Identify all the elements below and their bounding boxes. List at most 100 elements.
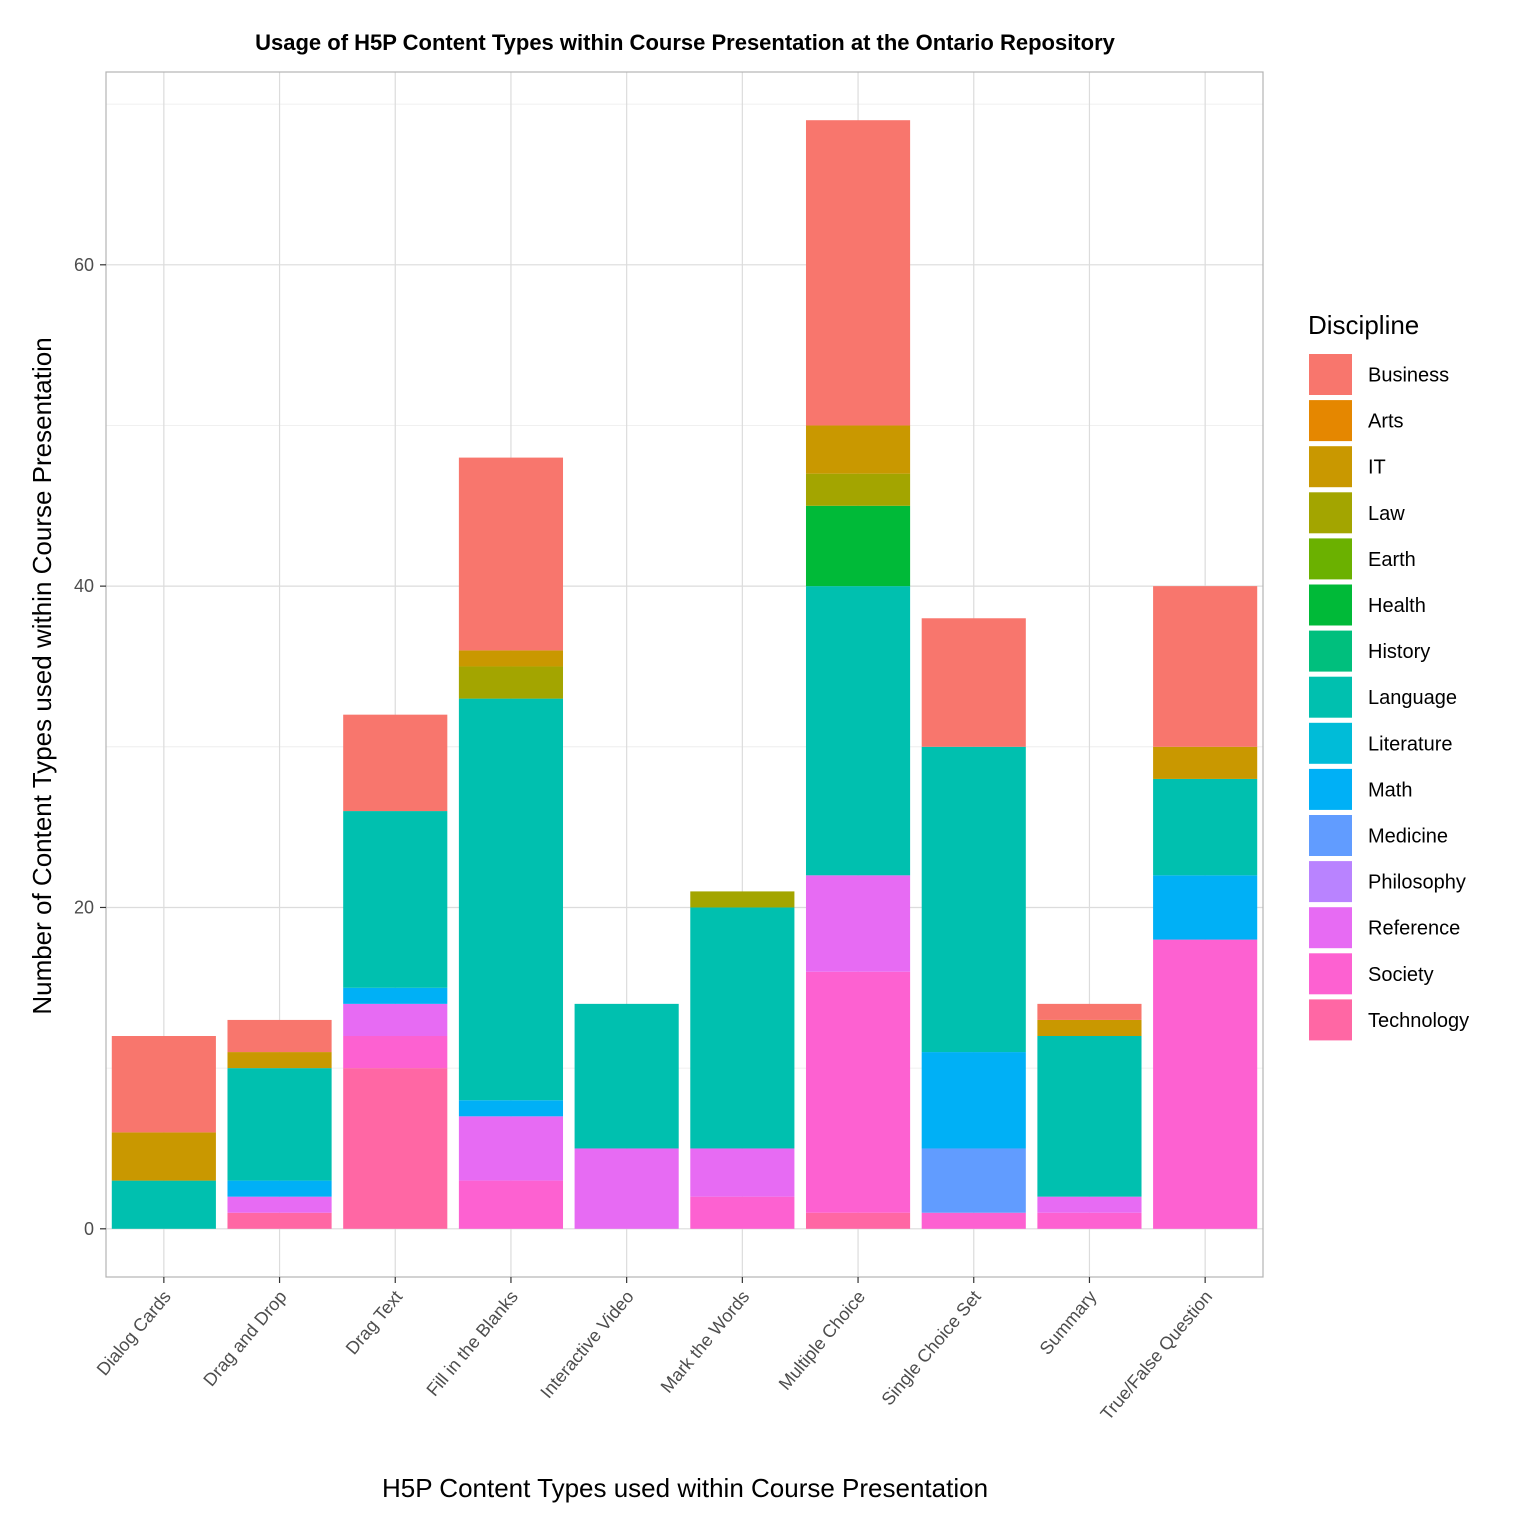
bar-segment: Single Choice Set – Society: 1	[921, 1212, 1026, 1229]
bar-segment: True/False Question – Business: 10	[1153, 586, 1258, 747]
y-tick-label: 0	[84, 1219, 94, 1239]
legend-swatch	[1309, 815, 1352, 856]
bar-segment: Multiple Choice – IT: 3	[805, 425, 911, 474]
bar-segment: Fill in the Blanks – Language: 25	[458, 698, 564, 1101]
bar-segment: Drag Text – Math: 1	[343, 987, 448, 1004]
bar-segment: Dialog Cards – Language: 3	[111, 1180, 216, 1229]
legend-label: Reference	[1368, 918, 1460, 940]
bar-segment: Multiple Choice – Society: 15	[805, 971, 911, 1213]
legend-label: Philosophy	[1368, 872, 1466, 894]
bar-segment: Multiple Choice – Business: 19	[805, 120, 911, 426]
legend-label: Technology	[1368, 1010, 1469, 1032]
bar-segment: True/False Question – Society: 18	[1153, 939, 1258, 1229]
legend-swatch	[1309, 446, 1352, 488]
bar-segment: Interactive Video – Language: 9	[574, 1003, 679, 1149]
x-tick-label: Dialog Cards	[93, 1287, 175, 1380]
bar-segment: Dialog Cards – IT: 3	[111, 1132, 216, 1181]
legend-swatch	[1309, 354, 1352, 395]
legend-swatch	[1309, 953, 1352, 995]
bar-segment: Summary – Business: 1	[1037, 1003, 1142, 1020]
x-tick-label: Single Choice Set	[878, 1287, 985, 1409]
legend-label: Math	[1368, 779, 1412, 801]
x-tick-label: Drag and Drop	[199, 1287, 290, 1390]
bar-segment: Multiple Choice – Reference: 6	[805, 875, 911, 972]
legend-swatch	[1309, 630, 1352, 672]
y-tick-label: 60	[74, 255, 94, 275]
bar-segment: Drag Text – Reference: 2	[343, 1003, 448, 1036]
bars-layer: Dialog Cards – Language: 3Dialog Cards –…	[111, 120, 1258, 1229]
legend-label: Medicine	[1368, 826, 1448, 848]
x-tick-label: Drag Text	[342, 1287, 407, 1359]
legend-label: Society	[1368, 964, 1434, 986]
x-tick-label: Fill in the Blanks	[422, 1287, 522, 1400]
bar-segment: Fill in the Blanks – IT: 1	[458, 650, 564, 667]
bar-segment: Mark the Words – Reference: 3	[690, 1148, 795, 1197]
legend-swatch	[1309, 907, 1352, 949]
legend-swatch	[1309, 768, 1352, 810]
bar-segment: Drag and Drop – Reference: 1	[227, 1196, 332, 1213]
bar-segment: Drag and Drop – Math: 1	[227, 1180, 332, 1197]
x-tick-label: Mark the Words	[657, 1287, 754, 1397]
bar-segment: True/False Question – Math: 4	[1153, 875, 1258, 940]
legend-label: Law	[1368, 503, 1405, 525]
legend-title: Discipline	[1308, 310, 1419, 340]
bar-segment: Single Choice Set – Language: 19	[921, 746, 1026, 1053]
bar-segment: Drag Text – Language: 11	[343, 811, 448, 988]
bar-segment: Interactive Video – Reference: 5	[574, 1148, 679, 1229]
bar-segment: Mark the Words – Law: 1	[690, 891, 795, 908]
x-axis-title: H5P Content Types used within Course Pre…	[382, 1473, 988, 1503]
x-tick-label: Interactive Video	[536, 1287, 637, 1402]
bar-segment: Drag and Drop – Language: 7	[227, 1068, 332, 1181]
legend-label: Language	[1368, 687, 1457, 709]
legend-swatch	[1309, 861, 1352, 903]
bar-segment: Summary – Reference: 1	[1037, 1196, 1142, 1213]
chart-title: Usage of H5P Content Types within Course…	[255, 30, 1116, 55]
legend-swatch	[1309, 538, 1352, 580]
legend-label: Business	[1368, 365, 1449, 387]
bar-segment: Drag and Drop – IT: 1	[227, 1052, 332, 1069]
bar-segment: Drag Text – Society: 2	[343, 1036, 448, 1069]
legend-label: Health	[1368, 595, 1426, 617]
bar-segment: Multiple Choice – Law: 2	[805, 473, 911, 506]
x-axis: Dialog Cards Drag and Drop Drag Text Fill i…	[93, 1277, 1217, 1424]
y-tick-label: 40	[74, 576, 94, 596]
bar-segment: Mark the Words – Language: 15	[690, 907, 795, 1149]
bar-segment: Fill in the Blanks – Math: 1	[458, 1100, 564, 1117]
bar-segment: True/False Question – IT: 2	[1153, 746, 1258, 779]
legend-swatch	[1309, 722, 1352, 764]
legend-label: History	[1368, 641, 1430, 663]
bar-segment: Fill in the Blanks – Law: 2	[458, 666, 564, 699]
x-tick-label: Summary	[1036, 1287, 1101, 1359]
bar-segment: Summary – IT: 1	[1037, 1019, 1142, 1036]
x-tick-label: Multiple Choice	[775, 1287, 869, 1394]
legend-label: Earth	[1368, 549, 1416, 571]
bar-segment: Fill in the Blanks – Reference: 4	[458, 1116, 564, 1181]
bar-segment: Single Choice Set – Math: 6	[921, 1052, 1026, 1149]
legend-swatch	[1309, 676, 1352, 718]
legend-label: Literature	[1368, 733, 1453, 755]
y-axis-title: Number of Content Types used within Cour…	[27, 337, 57, 1014]
bar-segment: True/False Question – Language: 6	[1153, 778, 1258, 876]
legend-label: Arts	[1368, 411, 1404, 433]
plot-border	[105, 71, 1264, 1278]
legend-label: IT	[1368, 457, 1386, 479]
bar-segment: Summary – Language: 10	[1037, 1036, 1142, 1197]
legend-swatch	[1309, 584, 1352, 626]
bar-segment: Multiple Choice – Health: 5	[805, 505, 911, 587]
bar-segment: Summary – Society: 1	[1037, 1212, 1142, 1229]
bar-segment: Fill in the Blanks – Business: 12	[458, 457, 564, 651]
bar-segment: Dialog Cards – Business: 6	[111, 1036, 216, 1133]
y-axis: 0 20 40 60	[74, 255, 106, 1239]
legend-swatch	[1309, 999, 1352, 1041]
bar-segment: Single Choice Set – Medicine: 4	[921, 1148, 1026, 1213]
bar-segment: Single Choice Set – Business: 8	[921, 618, 1026, 747]
y-tick-label: 20	[74, 897, 94, 917]
legend: Discipline Business Arts IT Law Earth Health H…	[1308, 310, 1469, 1041]
bar-segment: Mark the Words – Society: 2	[690, 1196, 795, 1229]
bar-segment: Drag and Drop – Technology: 1	[227, 1212, 332, 1229]
bar-segment: Drag Text – Technology: 10	[343, 1068, 448, 1229]
x-tick-label: True/False Question	[1097, 1287, 1217, 1424]
legend-swatch	[1309, 492, 1352, 534]
bar-segment: Drag Text – Business: 6	[343, 714, 448, 812]
